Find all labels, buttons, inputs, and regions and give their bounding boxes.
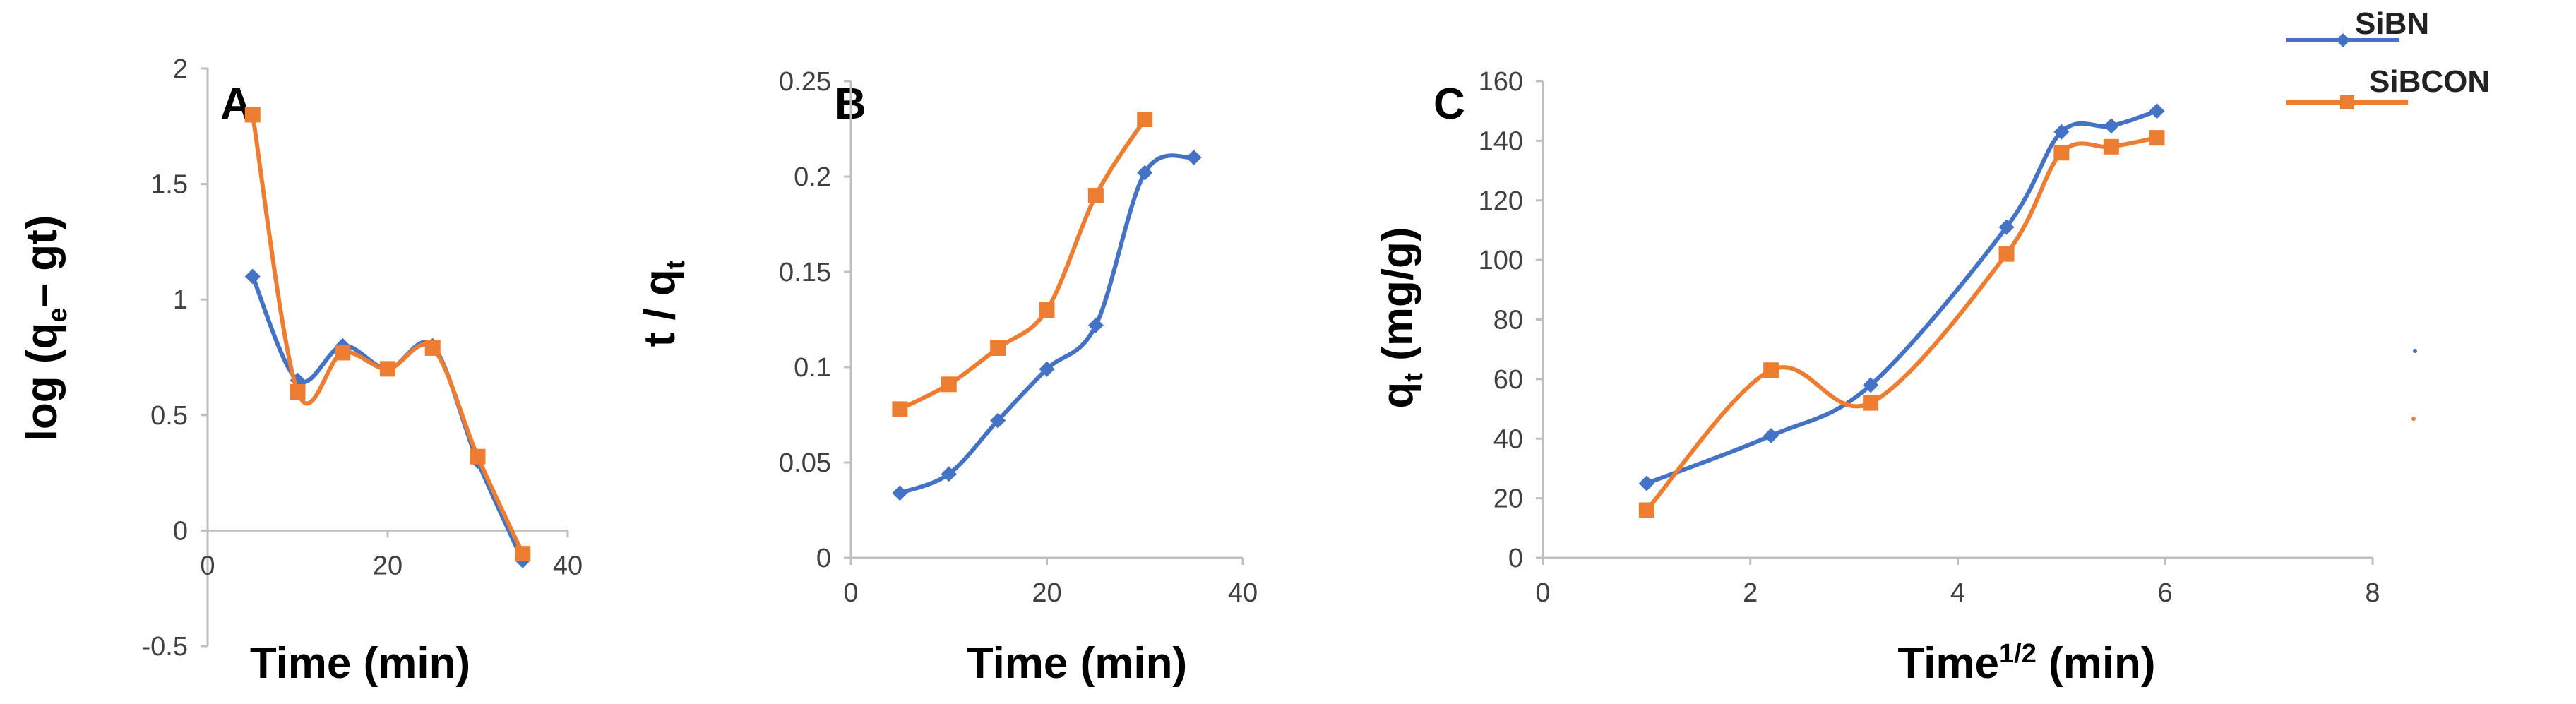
panel-c-ytick-label: 60 <box>1493 365 1523 395</box>
panel-a-point-sibcon <box>335 345 351 361</box>
legend: SiBN SiBCON <box>2286 6 2490 109</box>
panel-c-point-sibcon <box>1863 395 1879 411</box>
panel-c-ylabel: qt (mg/g) <box>1373 227 1429 408</box>
panel-c-point-sibn <box>1998 219 2015 235</box>
panel-c-point-sibcon <box>1998 246 2015 262</box>
panel-c-xtick-label: 4 <box>1950 578 1965 608</box>
panel-c-point-sibn <box>1638 475 1654 491</box>
panel-c-ytick-label: 20 <box>1493 484 1523 514</box>
panel-c-xtick-label: 8 <box>2365 578 2380 608</box>
panel-b-point-sibn <box>1137 165 1153 181</box>
panel-b-xlabel: Time (min) <box>967 639 1187 688</box>
panel-c-xtick-label: 6 <box>2158 578 2173 608</box>
panel-c-ytick-label: 140 <box>1479 126 1523 156</box>
panel-b-point-sibn <box>990 412 1006 429</box>
panel-a-xlabel: Time (min) <box>250 639 470 688</box>
panel-a-ytick-label: 0.5 <box>150 401 188 431</box>
panel-a-ytick-label: 0 <box>173 516 188 546</box>
panel-a-ylabel: log (qe– gt) <box>18 215 73 442</box>
panel-b-point-sibn <box>1087 317 1104 333</box>
panel-a-ytick-label: 1 <box>173 285 188 315</box>
panel-b: B t / qt Time (min) 00.050.10.150.20.250… <box>636 67 1258 688</box>
panel-c-ytick-label: 0 <box>1508 544 1523 573</box>
panel-b-ytick-label: 0.1 <box>794 353 831 383</box>
legend-label-sibcon: SiBCON <box>2369 64 2490 99</box>
panel-b-point-sibcon <box>892 401 908 417</box>
panel-b-ytick-label: 0.05 <box>779 448 831 478</box>
panel-b-xtick-label: 0 <box>843 578 858 608</box>
panel-a-xtick-label: 20 <box>373 551 402 580</box>
panel-a-point-sibcon <box>470 448 486 465</box>
panel-a: A log (qe– gt) Time (min) -0.500.511.520… <box>18 54 583 688</box>
panel-a-point-sibcon <box>424 340 441 356</box>
panel-c-point-sibn <box>2103 118 2119 134</box>
panel-c-point-sibn <box>2149 103 2165 119</box>
panel-c-point-sibcon <box>2103 138 2119 155</box>
panel-c-point-sibcon <box>1638 502 1654 518</box>
panel-b-ytick-label: 0 <box>816 544 831 573</box>
panel-c-label: C <box>1433 80 1465 129</box>
legend-label-sibn: SiBN <box>2355 6 2429 41</box>
panel-a-point-sibn <box>244 268 261 285</box>
panel-a-point-sibcon <box>244 107 261 123</box>
panel-c-ytick-label: 80 <box>1493 306 1523 335</box>
panel-a-point-sibcon <box>515 546 531 562</box>
stray-dot-orange <box>2411 417 2416 421</box>
panel-b-xtick-label: 20 <box>1032 578 1061 608</box>
panel-b-point-sibcon <box>941 376 957 393</box>
panel-b-point-sibn <box>1039 361 1055 377</box>
panel-b-ytick-label: 0.2 <box>794 162 831 192</box>
panel-c-point-sibcon <box>2053 145 2070 161</box>
panel-c-ytick-label: 40 <box>1493 424 1523 454</box>
panel-c-point-sibn <box>2053 124 2070 140</box>
panel-c-line-sibcon <box>1645 136 2158 512</box>
panel-b-point-sibcon <box>990 340 1006 356</box>
panel-a-point-sibcon <box>380 361 395 377</box>
panel-b-ylabel: t / qt <box>636 260 691 347</box>
panel-b-point-sibn <box>941 466 957 482</box>
legend-marker-sibn <box>2336 33 2350 47</box>
panel-b-point-sibn <box>1186 150 1202 165</box>
panel-c-ytick-label: 100 <box>1479 246 1523 275</box>
panel-b-point-sibcon <box>1137 112 1153 127</box>
panel-c-point-sibcon <box>1763 362 1779 378</box>
panel-a-xtick-label: 0 <box>200 551 215 580</box>
panel-b-ytick-label: 0.25 <box>779 67 831 97</box>
panel-a-point-sibcon <box>290 384 306 400</box>
legend-marker-sibcon <box>2340 95 2354 109</box>
panel-b-point-sibcon <box>1087 188 1104 203</box>
panel-a-ytick-label: 2 <box>173 54 188 84</box>
panel-b-point-sibn <box>892 485 908 501</box>
panel-b-xtick-label: 40 <box>1228 578 1258 608</box>
panel-c-xtick-label: 0 <box>1535 578 1550 608</box>
panel-c-ytick-label: 120 <box>1479 186 1523 216</box>
panel-c-point-sibn <box>1863 377 1879 393</box>
panel-a-ytick-label: 1.5 <box>150 170 188 200</box>
panel-c: C qt (mg/g) Time1/2 (min) 02040608010012… <box>1373 67 2380 688</box>
panel-c-point-sibn <box>1763 428 1779 444</box>
panel-a-ytick-label: -0.5 <box>142 632 188 662</box>
panel-b-ytick-label: 0.15 <box>779 258 831 287</box>
panel-c-xlabel: Time1/2 (min) <box>1897 639 2155 688</box>
panel-b-point-sibcon <box>1039 302 1055 318</box>
panel-c-point-sibcon <box>2149 130 2165 146</box>
panel-a-xtick-label: 40 <box>553 551 583 580</box>
panel-c-xtick-label: 2 <box>1743 578 1758 608</box>
panel-c-ytick-label: 160 <box>1479 67 1523 97</box>
stray-dot-blue <box>2413 349 2417 353</box>
